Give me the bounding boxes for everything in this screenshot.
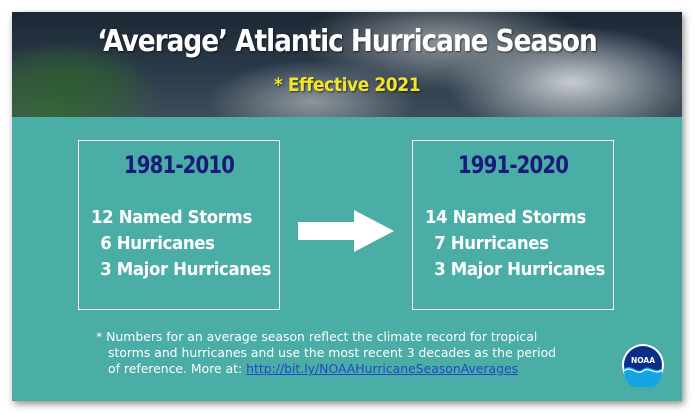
noaa-logo-icon: NOAA	[622, 344, 664, 387]
stat-hurricanes: 7 Hurricanes	[434, 233, 549, 254]
banner-title: ‘Average’ Atlantic Hurricane Season	[97, 24, 597, 59]
footnote-line-3: of reference. More at: http://bit.ly/NOA…	[96, 361, 616, 377]
period-title: 1981-2010	[123, 151, 235, 179]
satellite-banner: ‘Average’ Atlantic Hurricane Season * Ef…	[12, 12, 682, 117]
footnote-line-2: storms and hurricanes and use the most r…	[108, 345, 557, 360]
period-box-1991-2020: 1991-2020 14 Named Storms 7 Hurricanes 3…	[412, 140, 614, 310]
period-box-1981-2010: 1981-2010 12 Named Storms 6 Hurricanes 3…	[78, 140, 280, 310]
stat-hurricanes: 6 Hurricanes	[100, 233, 215, 254]
noaa-logo-text: NOAA	[631, 356, 655, 365]
stat-major-hurricanes: 3 Major Hurricanes	[100, 259, 272, 280]
averages-link[interactable]: http://bit.ly/NOAAHurricaneSeasonAverage…	[246, 361, 519, 376]
stat-list: 12 Named Storms 6 Hurricanes 3 Major Hur…	[91, 205, 287, 283]
stat-list: 14 Named Storms 7 Hurricanes 3 Major Hur…	[425, 205, 621, 283]
footnote-line-3-text: of reference. More at:	[108, 361, 247, 376]
banner-subtitle: * Effective 2021	[273, 74, 421, 96]
footnote-line-1: * Numbers for an average season reflect …	[96, 329, 538, 344]
infographic-card: ‘Average’ Atlantic Hurricane Season * Ef…	[12, 12, 682, 401]
stat-major-hurricanes: 3 Major Hurricanes	[434, 259, 606, 280]
right-arrow-icon	[298, 210, 394, 252]
period-title: 1991-2020	[457, 151, 569, 179]
footnote: * Numbers for an average season reflect …	[96, 329, 616, 377]
stat-named-storms: 12 Named Storms	[91, 207, 252, 228]
stat-named-storms: 14 Named Storms	[425, 207, 586, 228]
